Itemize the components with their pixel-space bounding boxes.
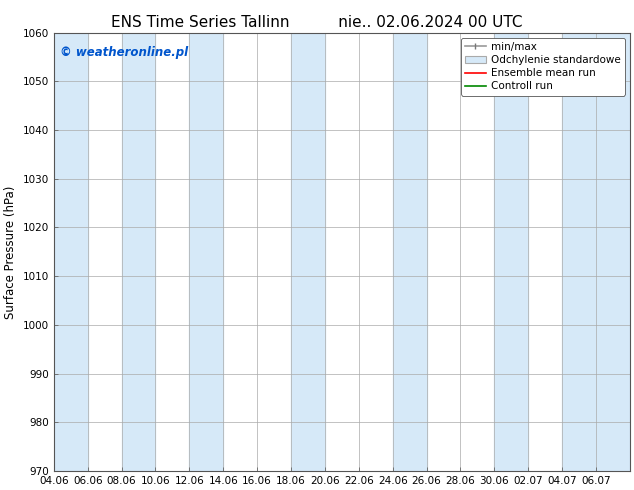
Text: ENS Time Series Tallinn          nie.. 02.06.2024 00 UTC: ENS Time Series Tallinn nie.. 02.06.2024… <box>111 15 523 30</box>
Bar <box>495 33 528 471</box>
Bar <box>122 33 155 471</box>
Bar <box>291 33 325 471</box>
Bar <box>190 33 223 471</box>
Y-axis label: Surface Pressure (hPa): Surface Pressure (hPa) <box>4 185 17 318</box>
Text: © weatheronline.pl: © weatheronline.pl <box>60 46 188 59</box>
Bar <box>562 33 634 471</box>
Bar <box>54 33 87 471</box>
Bar <box>392 33 427 471</box>
Legend: min/max, Odchylenie standardowe, Ensemble mean run, Controll run: min/max, Odchylenie standardowe, Ensembl… <box>460 38 624 96</box>
